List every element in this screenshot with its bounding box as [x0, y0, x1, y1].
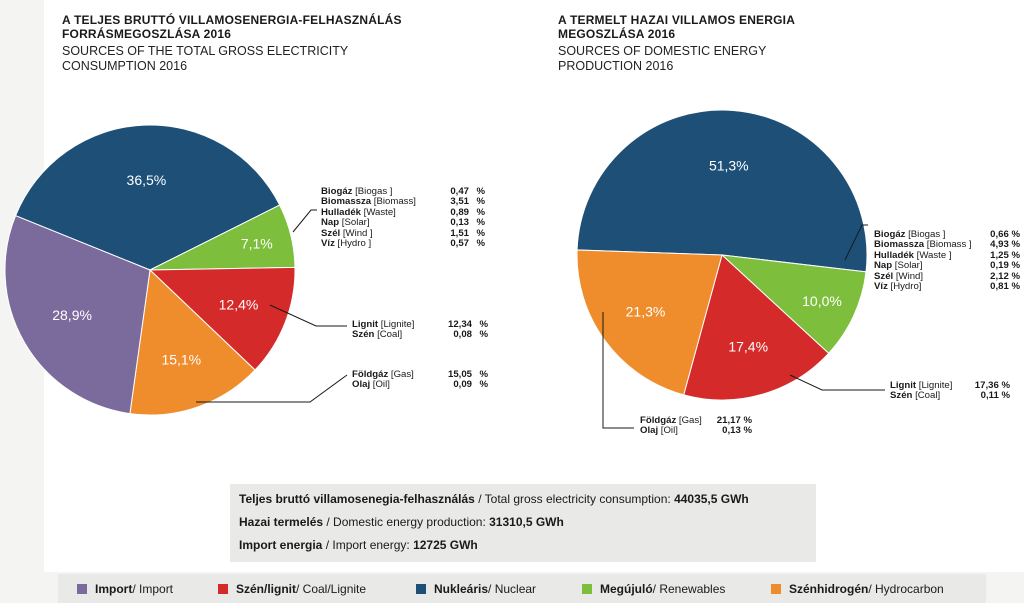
breakdown-row: Biomassza [Biomass] 3,51%: [321, 196, 485, 208]
breakdown-hydrocarbon-consumption: Földgáz [Gas] 15,05% Olaj [Oil] 0,09%: [352, 369, 488, 391]
pie-chart-consumption: 36,5% 7,1% 12,4% 15,1% 28,9%: [4, 124, 296, 416]
pie-label-renewables: 7,1%: [241, 236, 273, 252]
breakdown-row: Biomassza [Biomass ] 4,93 %: [874, 239, 1020, 251]
chart2-title-hu: A TERMELT HAZAI VILLAMOS ENERGIA MEGOSZL…: [558, 13, 795, 41]
pie-label-nuclear: 36,5%: [127, 172, 167, 188]
info-line-import: Import energia / Import energy: 12725 GW…: [239, 538, 478, 552]
breakdown-coal-consumption: Lignit [Lignite] 12,34% Szén [Coal] 0,08%: [352, 319, 488, 341]
pie-chart-production: 51,3% 10,0% 17,4% 21,3%: [576, 109, 868, 401]
breakdown-row: Szén [Coal] 0,11 %: [890, 390, 1010, 402]
leader-line-renewables-1: [292, 209, 317, 233]
pie-slice-hydrocarbon: [576, 249, 723, 396]
info-line-total: Teljes bruttó villamosenegia-felhasználá…: [239, 492, 749, 506]
leader-line-coal-1: [269, 304, 347, 327]
legend-item-hydrocarbon: Szénhidrogén / Hydrocarbon: [771, 582, 944, 596]
chart1-title-en: SOURCES OF THE TOTAL GROSS ELECTRICITY C…: [62, 44, 348, 73]
leader-line-coal-2: [789, 374, 885, 391]
pie-slice-coal: [148, 266, 296, 371]
legend-item-nuclear: Nukleáris / Nuclear: [416, 582, 536, 596]
breakdown-row: Víz [Hydro] 0,81 %: [874, 281, 1020, 293]
legend-item-renewables: Megújuló / Renewables: [582, 582, 725, 596]
info-box: Teljes bruttó villamosenegia-felhasználá…: [230, 484, 816, 562]
legend-swatch-hydrocarbon: [771, 584, 781, 594]
pie-slice-import: [4, 215, 151, 415]
breakdown-row: Szél [Wind] 2,12 %: [874, 270, 1020, 282]
breakdown-renewables-production: Biogáz [Biogas ] 0,66 % Biomassza [Biomass…: [874, 229, 1020, 293]
breakdown-row: Lignit [Lignite] 17,36 %: [890, 380, 1010, 391]
breakdown-row: Földgáz [Gas] 21,17 %: [640, 415, 752, 426]
breakdown-hydrocarbon-production: Földgáz [Gas] 21,17 % Olaj [Oil] 0,13 %: [640, 415, 752, 437]
legend-swatch-coal: [218, 584, 228, 594]
legend-item-import: Import / Import: [77, 582, 173, 596]
pie-slice-nuclear: [14, 124, 281, 271]
breakdown-row: Hulladék [Waste] 0,89%: [321, 206, 485, 218]
pie-label-hydrocarbon: 21,3%: [626, 303, 666, 319]
breakdown-row: Nap [Solar] 0,19 %: [874, 260, 1020, 272]
breakdown-row: Olaj [Oil] 0,09%: [352, 379, 488, 391]
breakdown-row: Hulladék [Waste ] 1,25 %: [874, 249, 1020, 261]
legend-item-coal: Szén/lignit / Coal/Lignite: [218, 582, 366, 596]
breakdown-row: Földgáz [Gas] 15,05%: [352, 369, 488, 380]
breakdown-renewables-consumption: Biogáz [Biogas ] 0,47% Biomassza [Biomass]…: [321, 186, 485, 250]
pie-slice-renewables: [720, 254, 867, 355]
breakdown-row: Biogáz [Biogas ] 0,47%: [321, 186, 485, 197]
leader-line-hydrocarbon-1: [196, 374, 348, 403]
pie-slice-hydrocarbon: [129, 268, 256, 416]
breakdown-row: Olaj [Oil] 0,13 %: [640, 425, 752, 437]
leader-line-hydrocarbon-2: [602, 312, 634, 429]
breakdown-row: Szén [Coal] 0,08%: [352, 329, 488, 341]
pie-label-hydrocarbon: 15,1%: [161, 352, 201, 368]
breakdown-row: Szél [Wind ] 1,51%: [321, 227, 485, 239]
leader-lines: [196, 209, 885, 429]
breakdown-row: Nap [Solar] 0,13%: [321, 217, 485, 229]
breakdown-coal-production: Lignit [Lignite] 17,36 % Szén [Coal] 0,11 %: [890, 380, 1010, 402]
breakdown-row: Biogáz [Biogas ] 0,66 %: [874, 229, 1020, 240]
pie-label-renewables: 10,0%: [802, 293, 842, 309]
legend-swatch-renewables: [582, 584, 592, 594]
pie-slice-coal: [683, 254, 830, 401]
pie-label-import: 28,9%: [52, 307, 92, 323]
legend-swatch-import: [77, 584, 87, 594]
chart2-title-en: SOURCES OF DOMESTIC ENERGY PRODUCTION 20…: [558, 44, 767, 73]
breakdown-row: Lignit [Lignite] 12,34%: [352, 319, 488, 330]
leader-line-renewables-2: [844, 224, 868, 261]
pie-label-coal: 17,4%: [728, 338, 768, 354]
legend-swatch-nuclear: [416, 584, 426, 594]
pie-slice-nuclear: [576, 109, 868, 273]
pie-label-coal: 12,4%: [219, 297, 259, 313]
pie-label-nuclear: 51,3%: [709, 157, 749, 173]
breakdown-row: Víz [Hydro ] 0,57%: [321, 238, 485, 250]
legend-bar: Import / Import Szén/lignit / Coal/Ligni…: [58, 574, 986, 603]
info-line-domestic: Hazai termelés / Domestic energy product…: [239, 515, 564, 529]
chart1-title-hu: A TELJES BRUTTÓ VILLAMOSENERGIA-FELHASZN…: [62, 13, 402, 41]
